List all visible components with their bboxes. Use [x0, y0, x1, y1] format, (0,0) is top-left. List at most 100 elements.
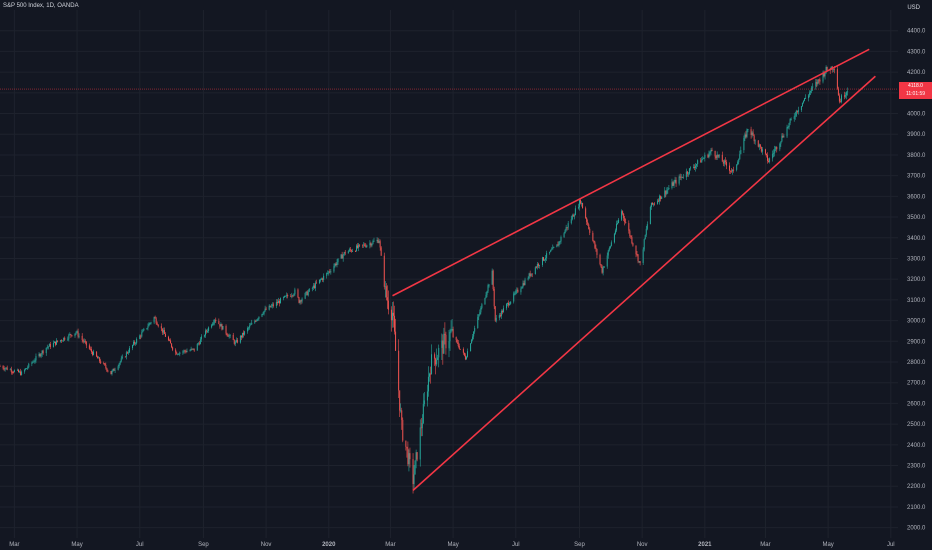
time-tick-label: Mar — [385, 542, 395, 548]
price-axis[interactable]: 2000.0 2100.0 2200.0 2300.0 2400.0 2500.0 2600… — [907, 29, 926, 532]
candle-body — [826, 66, 828, 70]
time-axis[interactable]: Mar May Jul Sep Nov 2020 Mar May Jul Sep Nov 2021 Ma… — [9, 542, 894, 548]
candle-body — [437, 357, 439, 361]
candle-body — [244, 331, 246, 335]
candle-body — [650, 202, 652, 207]
candle-body — [521, 287, 523, 289]
candle-body — [744, 134, 746, 139]
time-tick-label: Jul — [887, 542, 895, 548]
candle-body — [364, 244, 366, 246]
candle-body — [459, 348, 461, 350]
candle-body — [84, 341, 86, 342]
candle-body — [299, 300, 301, 303]
candle-body — [28, 363, 30, 368]
candle-body — [637, 254, 639, 262]
candle-body — [304, 292, 306, 299]
candle-body — [413, 474, 415, 485]
candle-body — [229, 334, 231, 336]
candle-body — [810, 90, 812, 93]
candle-body — [782, 135, 784, 138]
candle-body — [800, 106, 802, 111]
candle-body — [107, 370, 109, 372]
time-tick-label: Jul — [512, 542, 520, 548]
candle-body — [197, 343, 199, 345]
candle-body — [678, 176, 680, 184]
time-tick-label: Nov — [637, 542, 648, 548]
candle-body — [585, 208, 587, 218]
candle-body — [62, 340, 64, 342]
candle-body — [804, 98, 806, 101]
candle-body — [148, 323, 150, 327]
candle-body — [320, 279, 322, 281]
candle-body — [163, 330, 165, 334]
candle-body — [668, 188, 670, 190]
candle-body — [536, 263, 538, 268]
candle-body — [754, 140, 756, 142]
candle-body — [215, 319, 217, 322]
candle-body — [191, 348, 193, 350]
candle-body — [321, 278, 323, 280]
candle-body — [297, 289, 299, 298]
candle-body — [319, 279, 321, 284]
candle-body — [470, 343, 472, 352]
candle-body — [6, 367, 8, 370]
candle-body — [49, 344, 51, 348]
candle-body — [342, 254, 344, 259]
candle-body — [301, 298, 303, 302]
candle-body — [284, 295, 286, 298]
price-tick-label: 3000.0 — [907, 319, 926, 325]
candle-body — [206, 330, 208, 332]
candle-body — [393, 312, 395, 316]
candle-body — [21, 371, 23, 375]
candle-body — [747, 129, 749, 131]
candle-body — [27, 367, 29, 369]
candle-body — [380, 247, 382, 256]
candle-body — [710, 149, 712, 152]
candle-body — [697, 160, 699, 165]
price-tick-label: 2400.0 — [907, 443, 926, 449]
candle-body — [328, 271, 330, 273]
candle-body — [250, 324, 252, 326]
candle-body — [845, 95, 847, 97]
candle-body — [117, 366, 119, 370]
candle-body — [323, 275, 325, 280]
candle-body — [232, 334, 234, 341]
candle-body — [665, 190, 667, 194]
price-tick-label: 3400.0 — [907, 236, 926, 242]
candle-body — [168, 336, 170, 341]
candle-body — [556, 244, 558, 248]
candle-body — [825, 66, 827, 74]
candle-body — [714, 150, 716, 157]
candle-body — [398, 350, 400, 391]
candle-body — [33, 361, 35, 363]
candle-body — [686, 171, 688, 174]
candle-body — [557, 244, 559, 246]
candle-body — [254, 320, 256, 323]
candle-body — [185, 351, 187, 353]
time-tick-label: 2020 — [322, 542, 336, 548]
candle-body — [491, 270, 493, 285]
candle-body — [614, 230, 616, 234]
candle-body — [221, 324, 223, 330]
candle-body — [219, 323, 221, 327]
candle-body — [100, 361, 102, 364]
time-tick-label: Mar — [760, 542, 770, 548]
candle-body — [434, 354, 436, 359]
candle-body — [455, 337, 457, 340]
candle-body — [143, 328, 145, 331]
candle-body — [13, 370, 15, 373]
candle-body — [537, 263, 539, 266]
candle-body — [0, 366, 1, 367]
candle-body — [225, 326, 227, 334]
candle-body — [146, 328, 148, 329]
candle-body — [523, 283, 525, 285]
candle-body — [596, 249, 598, 255]
candle-body — [161, 328, 163, 333]
candle-body — [580, 199, 582, 204]
candle-body — [371, 243, 373, 246]
candle-body — [154, 317, 156, 319]
candle-body — [728, 165, 730, 171]
candle-body — [227, 335, 229, 337]
candle-body — [701, 159, 703, 163]
